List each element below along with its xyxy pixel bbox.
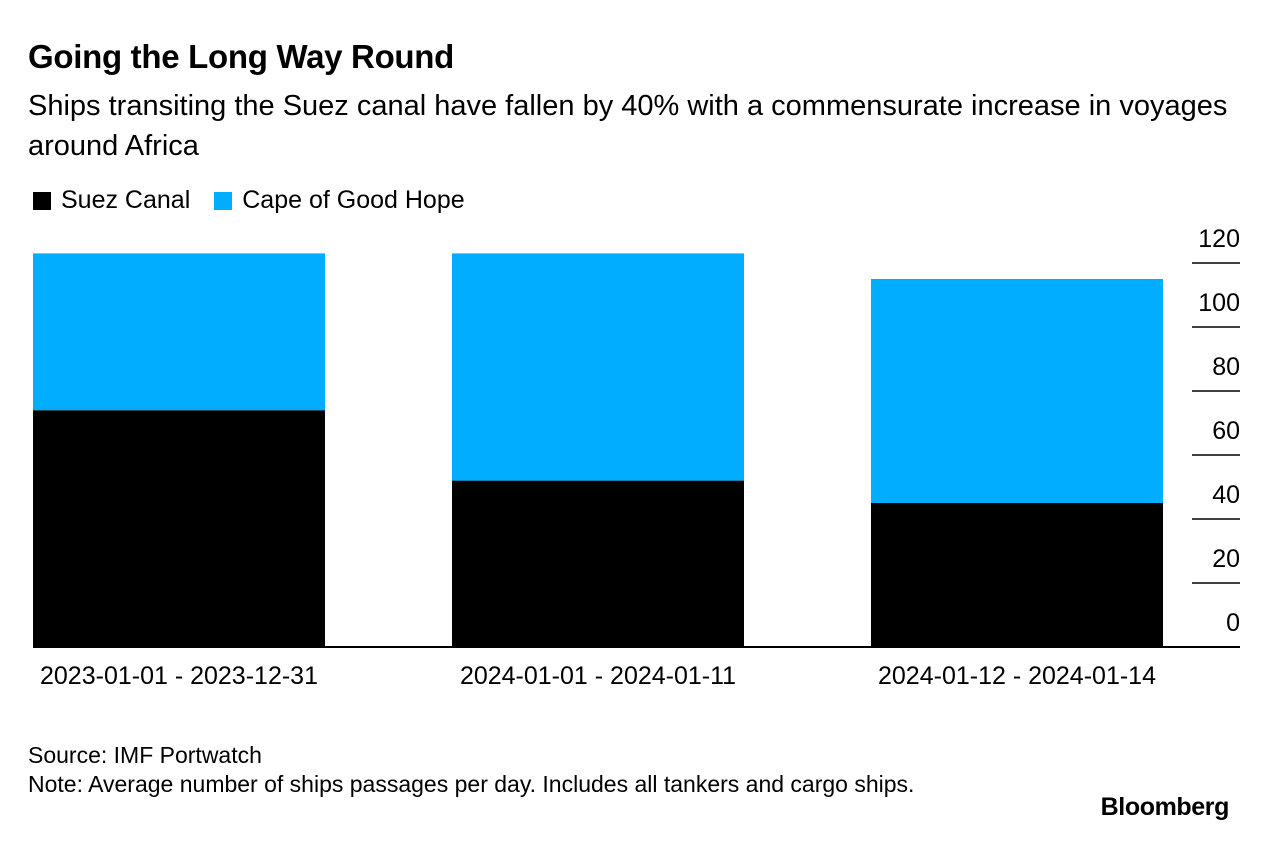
bar-suez-1	[452, 480, 744, 647]
source-note: Source: IMF Portwatch	[28, 742, 262, 768]
legend-swatch-cape	[214, 191, 233, 210]
legend: Suez Canal Cape of Good Hope	[33, 186, 489, 215]
bar-suez-2	[871, 503, 1163, 647]
y-tick-label: 100	[1198, 289, 1240, 317]
x-tick-label: 2024-01-12 - 2024-01-14	[878, 662, 1156, 690]
legend-label-cape: Cape of Good Hope	[242, 186, 465, 214]
chart-subtitle: Ships transiting the Suez canal have fal…	[28, 90, 1228, 162]
bloomberg-logo: Bloomberg	[1100, 793, 1230, 821]
y-tick-label: 80	[1212, 353, 1240, 381]
bar-cape-2	[871, 279, 1163, 503]
x-tick-label: 2024-01-01 - 2024-01-11	[460, 662, 736, 690]
footnote: Note: Average number of ships passages p…	[28, 771, 915, 797]
x-tick-label: 2023-01-01 - 2023-12-31	[40, 662, 318, 690]
y-tick-label: 20	[1212, 545, 1240, 573]
y-tick-label: 60	[1212, 417, 1240, 445]
legend-item-suez: Suez Canal	[33, 186, 190, 215]
bar-suez-0	[33, 410, 325, 647]
legend-item-cape: Cape of Good Hope	[214, 186, 465, 215]
legend-swatch-suez	[33, 191, 51, 210]
chart-title: Going the Long Way Round	[28, 38, 455, 75]
bar-cape-0	[33, 253, 325, 411]
y-tick-label: 0	[1226, 609, 1240, 637]
y-tick-label: 40	[1212, 481, 1240, 509]
y-tick-label: 120	[1198, 225, 1240, 253]
legend-label-suez: Suez Canal	[61, 186, 191, 214]
bar-cape-1	[452, 253, 744, 481]
